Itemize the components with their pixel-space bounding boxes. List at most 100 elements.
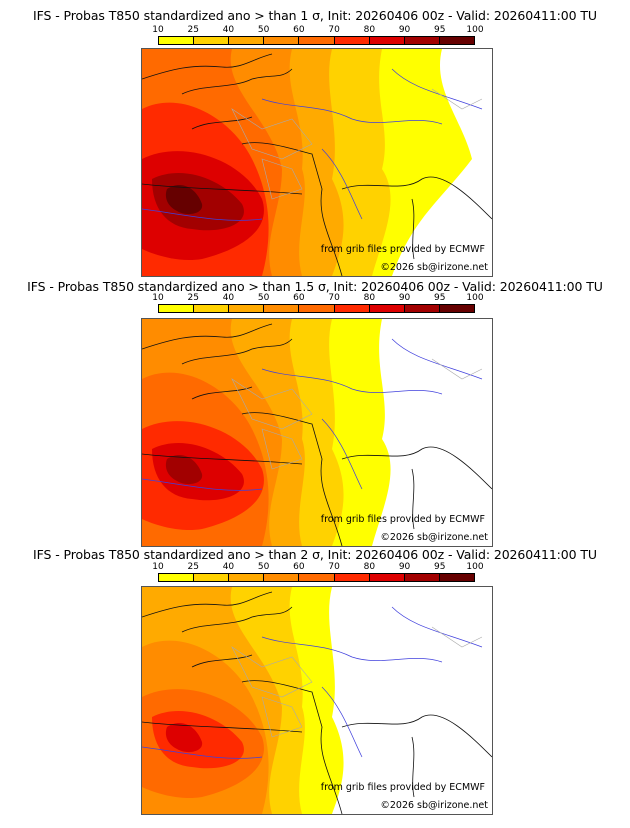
colorbar-segment: [439, 37, 474, 44]
colorbar-tick-label: 40: [222, 562, 235, 572]
colorbar-tick-label: 10: [152, 293, 164, 303]
river: [321, 418, 363, 490]
coastline: [142, 721, 303, 733]
colorbar-segment: [229, 305, 265, 312]
panel-3-colorbar: [158, 573, 475, 582]
panel-2-source-credit: from grib files provided by ECMWF: [320, 514, 485, 525]
coastline: [181, 68, 293, 95]
colorbar-segment: [369, 574, 405, 581]
colorbar-tick-label: 100: [466, 562, 484, 572]
colorbar-tick-label: 60: [293, 25, 305, 35]
colorbar-tick-label: 60: [293, 562, 305, 572]
colorbar-tick-label: 40: [222, 293, 235, 303]
colorbar-tick-label: 80: [363, 25, 376, 35]
coastline: [181, 338, 293, 365]
coastline: [411, 468, 415, 530]
panel-3-map-drawing: [142, 587, 492, 814]
colorbar-segment: [439, 305, 474, 312]
colorbar-segment: [264, 37, 300, 44]
coastline: [241, 412, 343, 546]
panel-2-map-drawing: [142, 319, 492, 546]
colorbar-segment: [404, 37, 440, 44]
colorbar-tick-label: 50: [257, 25, 270, 35]
colorbar-segment: [369, 305, 405, 312]
colorbar-segment: [334, 574, 370, 581]
colorbar-segment: [229, 37, 265, 44]
coastline: [341, 176, 492, 220]
river: [261, 98, 443, 125]
river: [142, 208, 263, 221]
colorbar-tick-label: 90: [398, 293, 411, 303]
admin-border: [261, 428, 303, 470]
colorbar-tick-label: 95: [434, 293, 446, 303]
colorbar-segment: [194, 574, 230, 581]
colorbar-tick-label: 80: [363, 293, 376, 303]
panel-1-colorbar-ticks: 10 25 40 50 60 70 80 90 95 100: [152, 25, 483, 35]
colorbar-tick-label: 80: [363, 562, 376, 572]
coastline: [142, 183, 303, 195]
panel-3-copyright: ©2026 sb@irizone.net: [380, 800, 488, 811]
colorbar-segment: [334, 305, 370, 312]
coastline: [142, 453, 303, 465]
admin-border: [231, 646, 313, 698]
probability-area: [165, 722, 203, 753]
panel-2-map: from grib files provided by ECMWF ©2026 …: [141, 318, 493, 547]
coastline: [341, 446, 492, 490]
colorbar-segment: [334, 37, 370, 44]
colorbar-tick-label: 70: [328, 293, 340, 303]
colorbar-tick-label: 90: [398, 25, 411, 35]
colorbar-tick-label: 25: [187, 293, 199, 303]
panel-3-colorbar-ticks: 10 25 40 50 60 70 80 90 95 100: [152, 562, 483, 572]
colorbar-segment: [369, 37, 405, 44]
colorbar-tick-label: 40: [222, 25, 235, 35]
colorbar-tick-label: 50: [257, 293, 270, 303]
colorbar-tick-label: 95: [434, 25, 446, 35]
colorbar-tick-label: 90: [398, 562, 411, 572]
panel-2-colorbar: [158, 304, 475, 313]
colorbar-segment: [264, 305, 300, 312]
colorbar-tick-label: 100: [466, 293, 484, 303]
panel-2-title: IFS - Probas T850 standardized ano > tha…: [27, 279, 603, 294]
panel-2-colorbar-ticks: 10 25 40 50 60 70 80 90 95 100: [152, 293, 483, 303]
panel-1-copyright: ©2026 sb@irizone.net: [380, 262, 488, 273]
river: [321, 686, 363, 758]
admin-border: [431, 358, 483, 380]
colorbar-tick-label: 10: [152, 25, 164, 35]
river: [261, 368, 443, 395]
colorbar-segment: [299, 305, 335, 312]
coastline: [142, 323, 273, 350]
admin-border: [231, 378, 313, 430]
probability-area: [165, 184, 203, 215]
colorbar-tick-label: 25: [187, 562, 199, 572]
coastline: [411, 198, 415, 260]
admin-border: [431, 88, 483, 110]
colorbar-tick-label: 10: [152, 562, 164, 572]
colorbar-segment: [404, 574, 440, 581]
panel-3-title: IFS - Probas T850 standardized ano > tha…: [33, 547, 597, 562]
colorbar-tick-label: 50: [257, 562, 270, 572]
panel-3-source-credit: from grib files provided by ECMWF: [320, 782, 485, 793]
colorbar-segment: [439, 574, 474, 581]
colorbar-tick-label: 60: [293, 293, 305, 303]
colorbar-segment: [194, 37, 230, 44]
river: [321, 148, 363, 220]
admin-border: [231, 108, 313, 160]
river: [142, 478, 263, 491]
admin-border: [431, 626, 483, 648]
river: [391, 338, 483, 380]
colorbar-segment: [159, 37, 195, 44]
panel-1-colorbar: [158, 36, 475, 45]
coastline: [411, 736, 415, 798]
coastline: [181, 606, 293, 633]
panel-1-title: IFS - Probas T850 standardized ano > tha…: [33, 8, 597, 23]
coastline: [142, 53, 273, 80]
colorbar-tick-label: 70: [328, 25, 340, 35]
panel-1-map-drawing: [142, 49, 492, 276]
colorbar-segment: [299, 37, 335, 44]
river: [142, 746, 263, 759]
river: [391, 68, 483, 110]
admin-border: [261, 696, 303, 738]
colorbar-tick-label: 25: [187, 25, 199, 35]
colorbar-segment: [299, 574, 335, 581]
colorbar-segment: [264, 574, 300, 581]
